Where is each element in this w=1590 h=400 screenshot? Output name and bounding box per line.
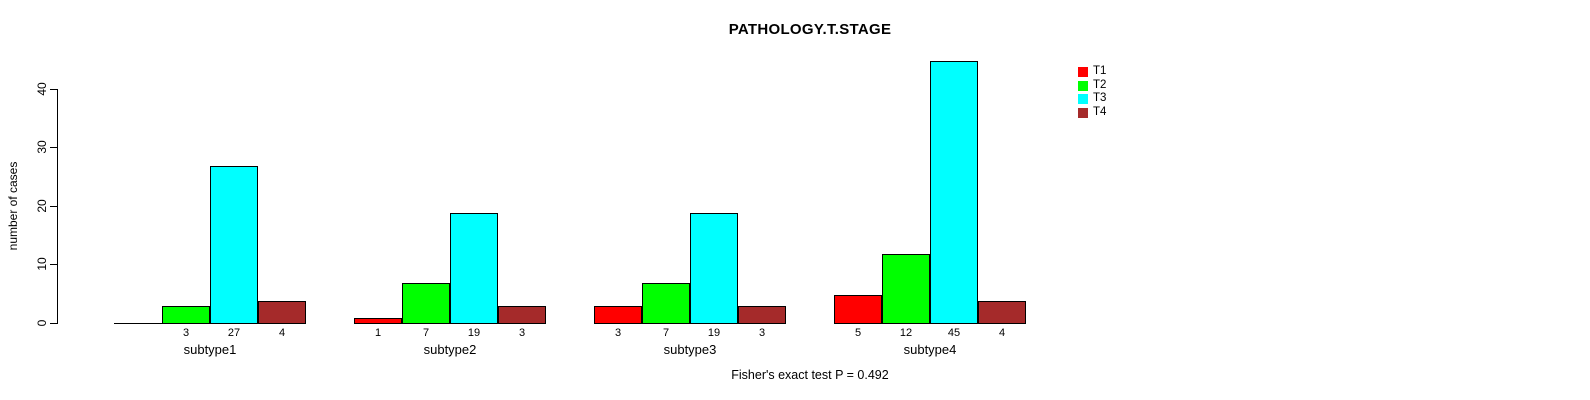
- bar-t3: [930, 61, 978, 324]
- stat-annotation: Fisher's exact test P = 0.492: [731, 368, 889, 382]
- y-tick-label: 30: [35, 140, 49, 154]
- legend-swatch-t1: [1078, 67, 1088, 77]
- bar-value-label: 45: [947, 327, 961, 339]
- legend-swatch-t2: [1078, 80, 1088, 91]
- y-tick-mark: [50, 147, 58, 148]
- y-axis-label: number of cases: [6, 161, 20, 251]
- bar-value-label: 4: [998, 327, 1006, 339]
- bar-value-label: 1: [374, 327, 382, 339]
- bar-t2: [642, 283, 690, 324]
- bar-t3: [210, 166, 258, 324]
- chart-title: PATHOLOGY.T.STAGE: [728, 21, 892, 38]
- bar-value-label: 12: [899, 327, 913, 339]
- bar-value-label: 3: [614, 327, 622, 339]
- bar-t4: [498, 306, 546, 324]
- bar-value-label: 3: [518, 327, 526, 339]
- bar-value-label: 7: [422, 327, 430, 339]
- bar-t4: [258, 301, 306, 324]
- bar-value-label: 27: [227, 327, 241, 339]
- bar-t1: [834, 295, 882, 324]
- y-tick-label: 10: [35, 257, 49, 271]
- bar-t4: [738, 306, 786, 324]
- bar-t2: [162, 306, 210, 324]
- bar-t3: [690, 213, 738, 324]
- bar-t2: [882, 254, 930, 324]
- y-tick-label: 20: [35, 199, 49, 213]
- legend-swatch-t3: [1078, 94, 1088, 104]
- category-label-subtype3: subtype3: [663, 342, 717, 357]
- bar-t3: [450, 213, 498, 324]
- y-tick-mark: [50, 89, 58, 90]
- bar-t1: [354, 318, 402, 324]
- bar-value-label: 3: [758, 327, 766, 339]
- bar-value-label: 19: [707, 327, 721, 339]
- y-tick-mark: [50, 323, 58, 324]
- legend-label-t3: T3: [1093, 92, 1107, 104]
- category-label-subtype4: subtype4: [903, 342, 957, 357]
- bar-t2: [402, 283, 450, 324]
- bar-value-label: 4: [278, 327, 286, 339]
- bar-value-label: 3: [182, 327, 190, 339]
- bar-t4: [978, 301, 1026, 324]
- bar-value-label: 5: [854, 327, 862, 339]
- y-tick-mark: [50, 206, 58, 207]
- bar-value-label: 19: [467, 327, 481, 339]
- legend-swatch-t4: [1078, 107, 1088, 118]
- y-tick-label: 0: [35, 319, 49, 327]
- legend-label-t2: T2: [1093, 78, 1107, 91]
- legend-label-t4: T4: [1093, 105, 1107, 118]
- category-label-subtype1: subtype1: [183, 342, 237, 357]
- bar-t1-zero: [114, 323, 162, 324]
- category-label-subtype2: subtype2: [423, 342, 477, 357]
- y-tick-label: 40: [35, 82, 49, 96]
- bar-value-label: 7: [662, 327, 670, 339]
- y-tick-mark: [50, 264, 58, 265]
- legend-label-t1: T1: [1093, 65, 1107, 77]
- bar-t1: [594, 306, 642, 324]
